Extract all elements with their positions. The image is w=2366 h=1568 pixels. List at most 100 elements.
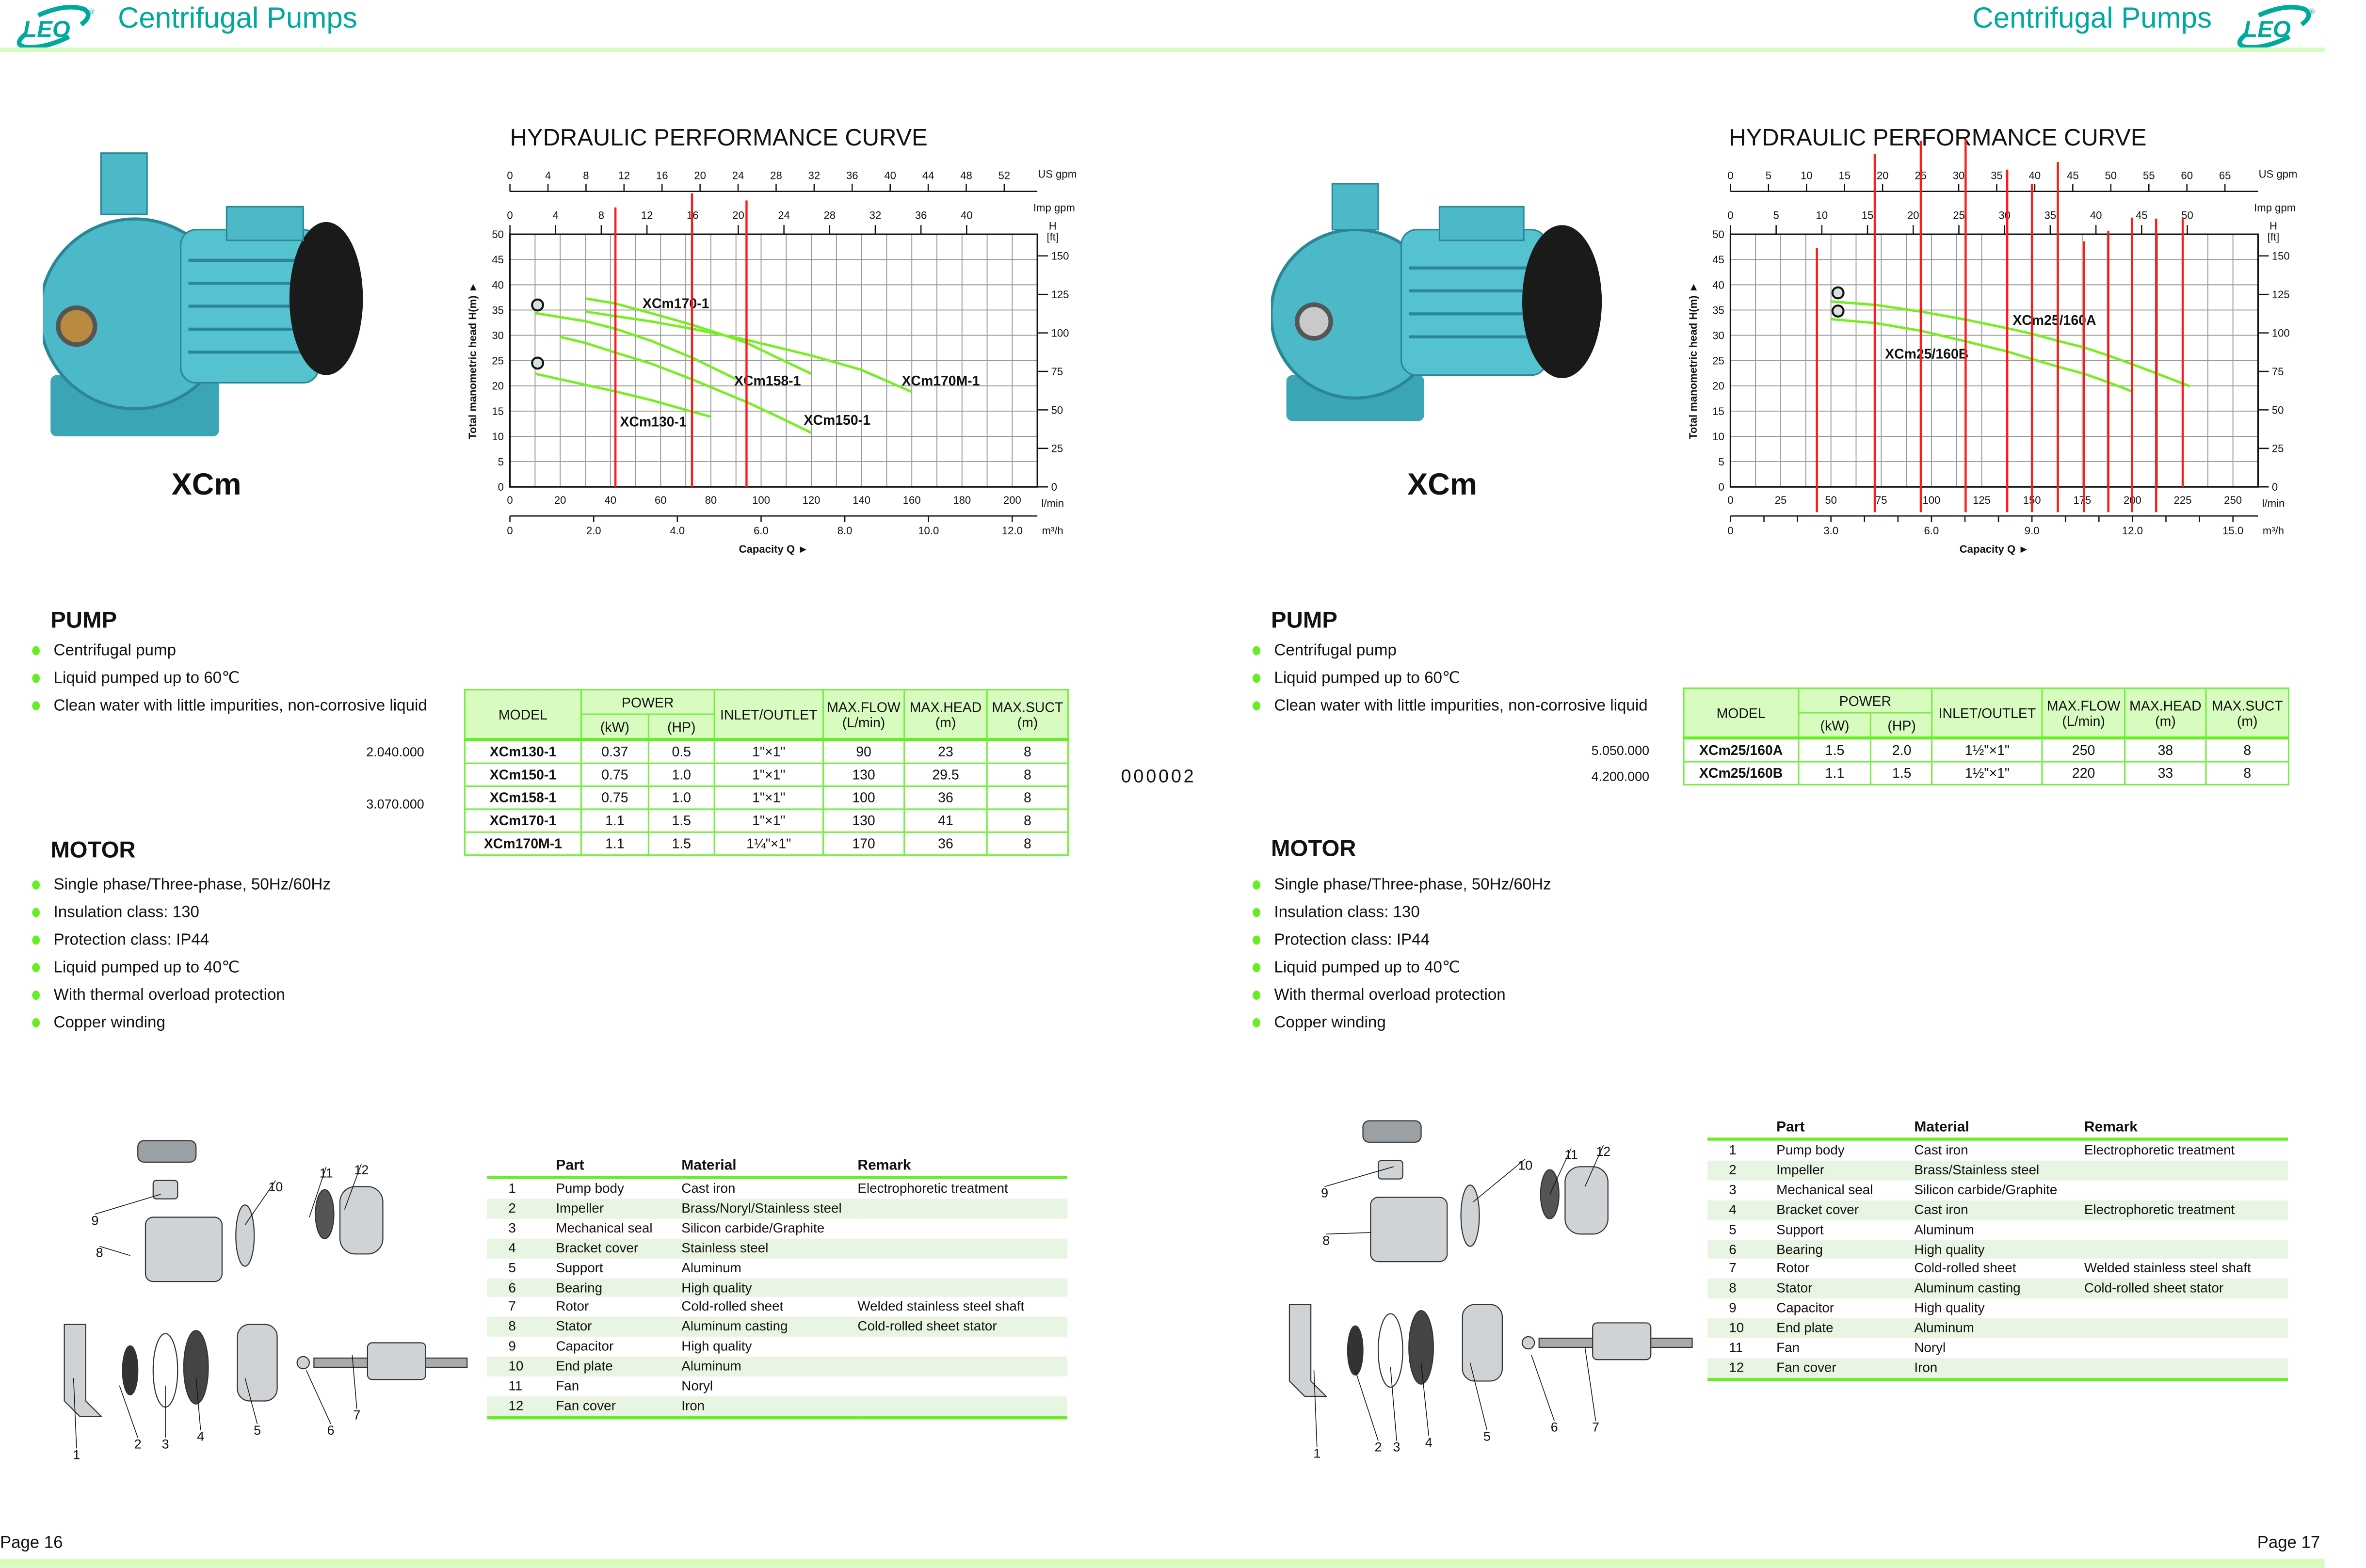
spec-cell: 1.1 <box>580 831 649 856</box>
y2-unit-label: [ft] <box>1046 231 1059 243</box>
bullet-dot-icon <box>1253 908 1260 917</box>
bullet-dot-icon <box>32 673 40 683</box>
y2-tick-label: 125 <box>2272 288 2290 301</box>
bearing-icon <box>296 1356 310 1370</box>
bullet-dot-icon <box>32 646 40 656</box>
spec-cell: 0.75 <box>580 785 649 810</box>
stator-icon <box>145 1216 223 1282</box>
y2-tick-label: 25 <box>1051 443 1063 455</box>
m3h-tick-label: 12.0 <box>2122 525 2143 537</box>
callout-leader <box>119 1385 138 1438</box>
part-name: Bearing <box>556 1278 682 1298</box>
header-unit: (m) <box>1017 714 1038 730</box>
part-name: End plate <box>1776 1318 1915 1339</box>
imp-gpm-tick-label: 15 <box>1862 209 1874 222</box>
motor-feature-item: With thermal overload protection <box>32 981 331 1009</box>
column-header-power: POWER <box>580 689 715 715</box>
spec-row: XCm150-1 0.75 1.0 1"×1" 130 29.5 8 <box>464 762 1069 787</box>
part-remark <box>857 1258 1067 1278</box>
part-number: 12 <box>1707 1358 1777 1381</box>
callout-leader <box>1326 1232 1371 1235</box>
price-right-1: 5.050.000 <box>1591 742 1650 758</box>
motor-features-right: Single phase/Three-phase, 50Hz/60Hz Insul… <box>1253 871 1551 1037</box>
m3h-tick-label: 8.0 <box>837 525 853 537</box>
parts-row: 8 Stator Aluminum casting Cold-rolled sheet… <box>1707 1279 2288 1299</box>
part-number: 11 <box>1729 1340 1743 1355</box>
us-gpm-tick-label: 20 <box>694 169 706 181</box>
curve-xcm130-1 <box>534 372 711 418</box>
bullet-dot-icon <box>32 935 40 945</box>
spec-cell: 8 <box>986 738 1069 764</box>
imp-gpm-tick-label: 0 <box>507 209 513 222</box>
motor-features-left: Single phase/Three-phase, 50Hz/60Hz Insul… <box>32 871 331 1037</box>
part-material: Cast iron <box>1914 1142 1968 1158</box>
x-tick-label: 0 <box>1727 494 1733 506</box>
spec-cell: 1"×1" <box>713 762 824 787</box>
part-remark <box>2084 1180 2288 1200</box>
callout-leader <box>99 1246 130 1256</box>
m3h-tick-label: 4.0 <box>670 525 685 537</box>
part-name: Bracket cover <box>556 1238 682 1258</box>
motor-feature-item: Copper winding <box>1253 1009 1551 1037</box>
callout-number: 6 <box>327 1423 335 1438</box>
column-header-suct: MAX.SUCT (m) <box>2205 687 2290 739</box>
spec-cell: 1.1 <box>1797 761 1872 786</box>
part-number: 8 <box>1707 1279 1777 1299</box>
y2-tick-label: 50 <box>2272 404 2284 416</box>
circle-marker <box>531 356 544 370</box>
bullet-dot-icon <box>1253 701 1260 711</box>
spec-cell: 2.0 <box>1870 736 1933 763</box>
column-header-hp: (HP) <box>647 713 715 740</box>
spec-cell: 38 <box>2124 736 2207 763</box>
spec-table-left: MODEL POWER INLET/OUTLET MAX.FLOW (L/min) MAX… <box>464 689 1069 856</box>
curve-xcm25-160a <box>1831 300 2190 388</box>
callout-leader <box>1313 1370 1318 1447</box>
us-gpm-tick-label: 55 <box>2143 169 2155 181</box>
spec-cell: 1.5 <box>647 831 715 856</box>
y-tick-label: 15 <box>1712 405 1724 417</box>
footer-band <box>0 1558 2325 1568</box>
curve-xcm150-1 <box>559 336 812 434</box>
imp-gpm-unit-label: Imp gpm <box>2254 202 2296 214</box>
part-name: End plate <box>556 1357 682 1377</box>
price-left-2: 3.070.000 <box>366 796 424 812</box>
y2-tick-label: 75 <box>2272 366 2284 378</box>
imp-gpm-tick-label: 30 <box>1998 209 2011 222</box>
spec-cell: 36 <box>903 831 988 856</box>
parts-row: 6 Bearing High quality <box>487 1278 1068 1298</box>
part-remark: Electrophoretic treatment <box>857 1180 1008 1196</box>
parts-row: 7 Rotor Cold-rolled sheet Welded stainless … <box>487 1297 1067 1317</box>
model-cell: XCm25/160A <box>1683 736 1799 763</box>
part-number: 1 <box>1729 1142 1737 1158</box>
bullet-text: Clean water with little impurities, non-… <box>1274 696 1648 715</box>
impeller-icon <box>122 1345 139 1395</box>
part-name: Support <box>556 1259 603 1275</box>
part-name: Fan cover <box>556 1396 682 1419</box>
us-gpm-tick-label: 44 <box>922 169 934 181</box>
part-name: Mechanical seal <box>556 1220 653 1235</box>
y2-tick-label: 50 <box>1051 404 1063 416</box>
circle-marker <box>1831 286 1845 300</box>
parts-row: 2 Impeller Brass/Noryl/Stainless steel <box>487 1199 1068 1219</box>
part-material: Cast iron <box>1914 1200 2084 1220</box>
parts-header: Part <box>1776 1119 1915 1141</box>
part-material: Cold-rolled sheet <box>1914 1261 2016 1276</box>
motor-feature-item: Insulation class: 130 <box>1253 899 1551 927</box>
pump-feature-item: Clean water with little impurities, non-… <box>1253 692 1648 720</box>
pump-section-title-right: PUMP <box>1271 608 1337 634</box>
parts-row: 10 End plate Aluminum <box>1707 1318 2288 1339</box>
spec-cell: 33 <box>2124 761 2207 786</box>
y2-tick-label: 0 <box>1051 481 1057 493</box>
part-remark <box>857 1376 1067 1396</box>
y2-tick-label: 150 <box>1051 250 1069 262</box>
callout-leader <box>1420 1362 1430 1437</box>
bullet-dot-icon <box>1253 880 1260 890</box>
bullet-text: Liquid pumped up to 60℃ <box>1274 669 1461 688</box>
part-remark <box>857 1396 1068 1419</box>
parts-row: 3 Mechanical seal Silicon carbide/Graphite <box>1707 1180 2288 1200</box>
part-number: 8 <box>487 1317 556 1337</box>
imp-gpm-tick-label: 40 <box>2090 209 2102 222</box>
parts-row: 1 Pump body Cast iron Electrophoretic treat… <box>1707 1139 2288 1160</box>
y-axis-title: Total manometric head H(m) ► <box>467 282 479 439</box>
part-remark <box>857 1357 1068 1377</box>
